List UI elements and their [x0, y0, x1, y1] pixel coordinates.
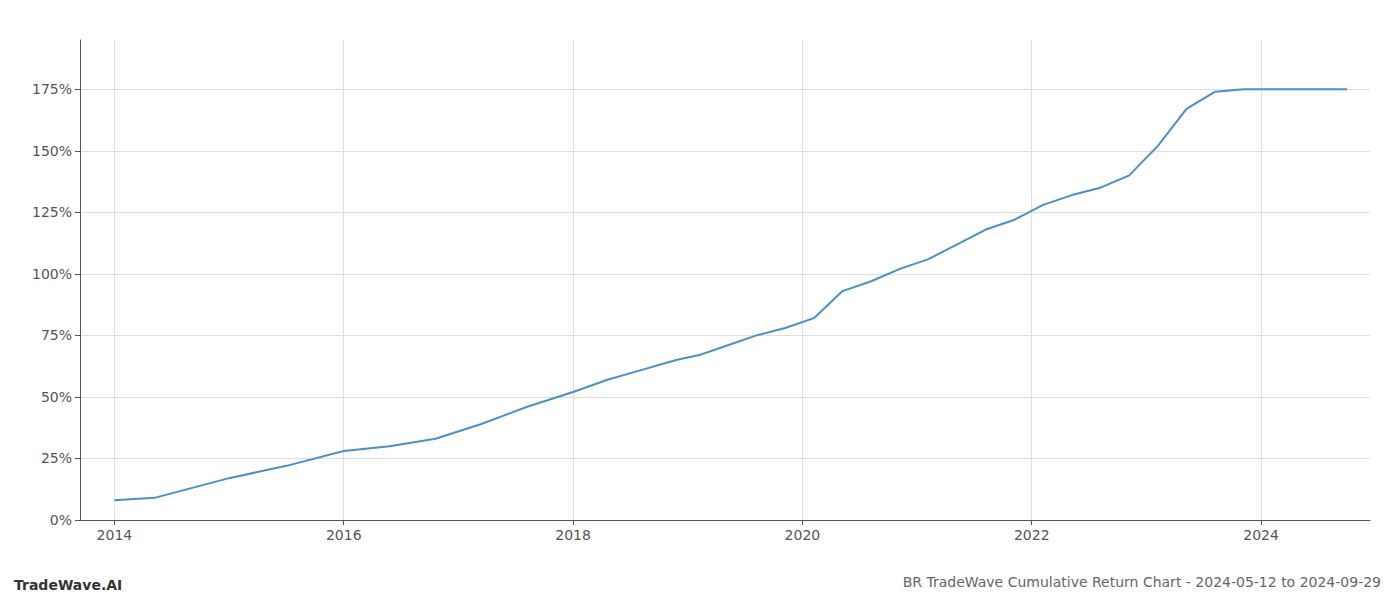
svg-text:2024: 2024 [1243, 527, 1279, 543]
svg-text:2016: 2016 [326, 527, 362, 543]
svg-text:TradeWave.AI: TradeWave.AI [14, 577, 122, 593]
svg-text:2022: 2022 [1014, 527, 1050, 543]
svg-text:75%: 75% [41, 327, 72, 343]
svg-text:150%: 150% [32, 143, 72, 159]
svg-text:175%: 175% [32, 81, 72, 97]
svg-text:125%: 125% [32, 204, 72, 220]
svg-text:2020: 2020 [785, 527, 821, 543]
svg-text:2018: 2018 [555, 527, 591, 543]
svg-text:BR TradeWave Cumulative Return: BR TradeWave Cumulative Return Chart - 2… [903, 574, 1381, 590]
svg-text:0%: 0% [50, 512, 72, 528]
svg-text:2014: 2014 [97, 527, 133, 543]
svg-text:50%: 50% [41, 389, 72, 405]
svg-text:100%: 100% [32, 266, 72, 282]
svg-text:25%: 25% [41, 450, 72, 466]
